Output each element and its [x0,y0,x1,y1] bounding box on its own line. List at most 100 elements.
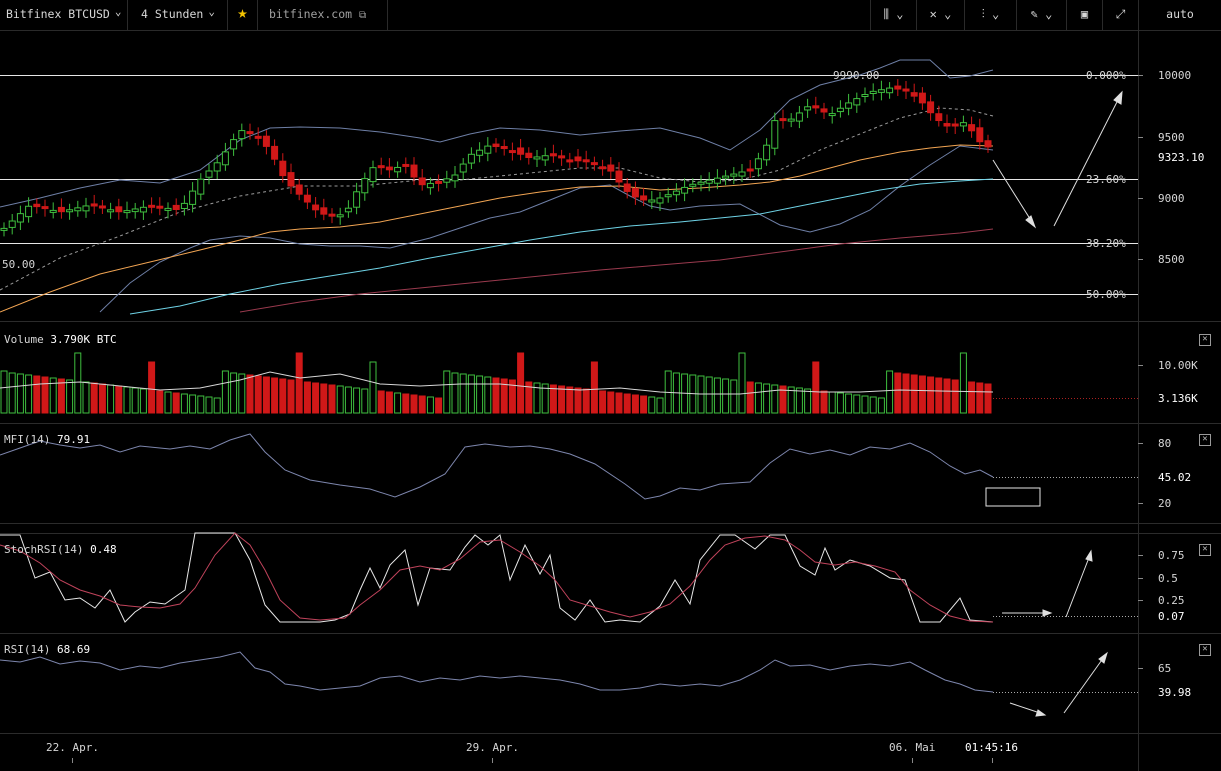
candle[interactable] [894,85,902,90]
candle[interactable] [164,207,172,211]
candle[interactable] [590,162,598,166]
candle[interactable] [968,124,976,132]
candle[interactable] [451,174,459,182]
candle[interactable] [303,194,311,203]
candle[interactable] [927,101,935,114]
candle[interactable] [656,197,664,204]
candle[interactable] [98,205,106,209]
candle[interactable] [902,88,910,92]
drawn-arrows-rsi[interactable] [1009,651,1108,717]
candle[interactable] [910,92,918,97]
candle[interactable] [213,162,221,172]
candle[interactable] [336,214,344,218]
candle[interactable] [623,183,631,192]
candle[interactable] [394,166,402,173]
candle[interactable] [156,205,164,209]
candle[interactable] [0,227,8,231]
candle[interactable] [369,167,377,183]
candle[interactable] [238,130,246,140]
candle[interactable] [435,180,443,184]
candle[interactable] [533,156,541,160]
candle[interactable] [517,147,525,155]
candle[interactable] [82,205,90,212]
candle[interactable] [279,160,287,177]
candle[interactable] [49,209,57,213]
stochrsi-close-icon[interactable]: ✕ [1199,544,1211,556]
candle[interactable] [664,194,672,198]
candle[interactable] [500,146,508,150]
candle[interactable] [418,177,426,186]
candle[interactable] [492,143,500,148]
candle[interactable] [599,166,607,170]
candle[interactable] [820,108,828,113]
candle[interactable] [377,165,385,169]
indicators-icon[interactable]: ✕ ⌄ [916,0,964,30]
candle[interactable] [640,195,648,201]
candle[interactable] [205,170,213,178]
candle[interactable] [582,159,590,163]
candle[interactable] [320,207,328,215]
candle[interactable] [869,90,877,95]
candle[interactable] [295,184,303,195]
candle[interactable] [148,204,156,208]
candle[interactable] [16,213,24,223]
mfi-close-icon[interactable]: ✕ [1199,434,1211,446]
external-link-icon[interactable]: ⧉ [359,10,367,21]
candle[interactable] [697,181,705,185]
candle[interactable] [353,191,361,208]
candle[interactable] [123,210,131,214]
candle[interactable] [951,123,959,127]
candle[interactable] [631,187,639,198]
candle[interactable] [763,144,771,161]
candle[interactable] [918,92,926,104]
candle[interactable] [804,106,812,111]
candle[interactable] [566,159,574,163]
volume-close-icon[interactable]: ✕ [1199,334,1211,346]
candle[interactable] [771,120,779,149]
candle[interactable] [508,150,516,154]
candle[interactable] [402,163,410,167]
candle[interactable] [476,149,484,156]
candle[interactable] [172,204,180,210]
candle[interactable] [574,156,582,162]
candle[interactable] [722,175,730,179]
candle[interactable] [197,178,205,195]
drawn-rectangle[interactable] [985,487,1041,507]
candle[interactable] [115,206,123,213]
candle[interactable] [541,155,549,161]
candle[interactable] [525,152,533,159]
candle[interactable] [672,190,680,196]
candle[interactable] [230,139,238,150]
candle[interactable] [410,164,418,178]
candle[interactable] [221,151,229,166]
candle[interactable] [935,113,943,122]
compare-icon[interactable]: ⫶ ⌄ [964,0,1016,30]
fib-levels[interactable] [0,75,1138,295]
candle[interactable] [41,206,49,210]
candle[interactable] [57,206,65,213]
candle[interactable] [738,171,746,177]
candle[interactable] [25,205,33,218]
bar-style-icon[interactable]: ⫼ ⌄ [870,0,916,30]
candle[interactable] [385,166,393,171]
scale-mode-button[interactable]: auto [1138,0,1221,30]
candle[interactable] [787,118,795,122]
candle[interactable] [139,206,147,213]
candle[interactable] [484,145,492,154]
candle[interactable] [984,140,992,148]
candle[interactable] [943,123,951,127]
drawn-arrows-price[interactable] [992,90,1123,229]
candle[interactable] [779,118,787,122]
favorite-star-icon[interactable]: ★ [228,0,258,30]
candle[interactable] [705,179,713,184]
candle[interactable] [328,213,336,217]
drawn-arrows-stochrsi[interactable] [1002,549,1093,618]
candle[interactable] [681,186,689,194]
candle[interactable] [131,208,139,213]
candle[interactable] [615,170,623,183]
screenshot-icon[interactable]: ▣ [1066,0,1102,30]
candle[interactable] [689,183,697,187]
candle[interactable] [74,207,82,212]
candle[interactable] [246,131,254,135]
